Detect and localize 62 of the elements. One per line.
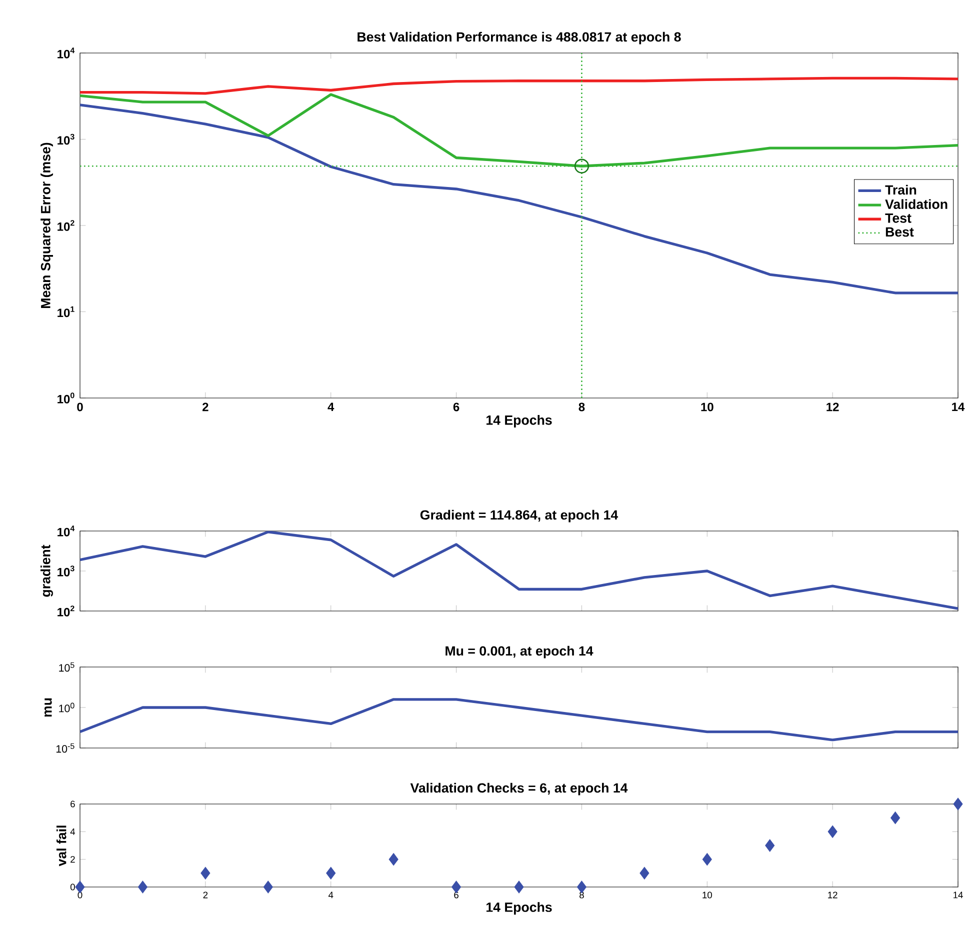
x-tick-label: 0 (78, 892, 82, 898)
y-tick-label: 10$^{5}$ (59, 662, 74, 672)
y-tick-label: 10$^{2}$ (58, 220, 74, 231)
y-axis-title: val fail (56, 826, 66, 866)
chart-title: Mu = 0.001, at epoch 14 (446, 646, 594, 658)
x-axis-title: 14 Epochs (486, 415, 552, 428)
x-tick-label: 12 (826, 402, 839, 412)
legend-label: Train (885, 184, 916, 195)
legend-label: Best (886, 227, 914, 237)
x-tick-label: 4 (328, 402, 334, 411)
y-tick-label: 4 (70, 828, 76, 835)
x-tick-label: 6 (454, 892, 458, 898)
point (326, 866, 336, 880)
x-tick-label: 10 (702, 892, 712, 898)
y-tick-label: 6 (70, 800, 75, 808)
chart-title: Validation Checks = 6, at epoch 14 (410, 782, 628, 796)
point (640, 866, 650, 880)
x-tick-label: 8 (578, 402, 585, 412)
x-tick-label: 8 (580, 892, 584, 898)
x-tick-label: 4 (328, 892, 334, 898)
x-tick-label: 0 (77, 402, 83, 412)
line-series (80, 104, 958, 294)
y-axis-title: gradient (40, 544, 54, 597)
chart-title: Best Validation Performance is 488.0817 at epoch 8 (358, 32, 681, 44)
x-tick-label: 6 (453, 402, 460, 412)
y-axis-title: mu (44, 698, 52, 717)
x-axis-title: 14 Epochs (486, 902, 552, 915)
y-tick-label: 10$^{3}$ (58, 134, 74, 145)
x-tick-label: 2 (202, 402, 208, 412)
point (452, 880, 462, 894)
point (388, 853, 398, 866)
point (138, 880, 148, 894)
x-tick-label: 12 (828, 892, 838, 898)
point (576, 880, 586, 894)
y-tick-label: 10$^{1}$ (58, 306, 74, 318)
y-tick-label: 10$^{0}$ (58, 392, 74, 404)
x-tick-label: 14 (952, 402, 965, 411)
x-tick-label: 10 (701, 402, 714, 412)
y-tick-label: 10$^{-5}$ (56, 743, 74, 753)
point (75, 880, 85, 894)
point (263, 880, 273, 894)
chart-title: Gradient = 114.864, at epoch 14 (420, 510, 618, 522)
point (890, 812, 900, 824)
line-series (80, 530, 958, 610)
y-axis-title: Mean Squared Error (mse) (40, 142, 53, 308)
y-tick-label: 2 (70, 856, 75, 863)
y-tick-label: 0 (70, 884, 75, 890)
point (765, 839, 775, 852)
legend-label: Validation (885, 199, 948, 209)
point (514, 880, 524, 894)
x-tick-label: 2 (203, 892, 208, 898)
y-tick-label: 10$^{4}$ (58, 48, 75, 58)
line-series (80, 698, 958, 742)
y-tick-label: 10$^{4}$ (58, 526, 75, 536)
legend-label: Test (885, 214, 912, 223)
y-tick-label: 10$^{2}$ (58, 606, 74, 616)
y-tick-label: 10$^{3}$ (58, 566, 74, 576)
x-tick-label: 14 (954, 892, 963, 898)
point (828, 825, 838, 838)
y-tick-label: 10$^{0}$ (59, 702, 74, 712)
point (702, 853, 712, 866)
point (200, 866, 210, 880)
